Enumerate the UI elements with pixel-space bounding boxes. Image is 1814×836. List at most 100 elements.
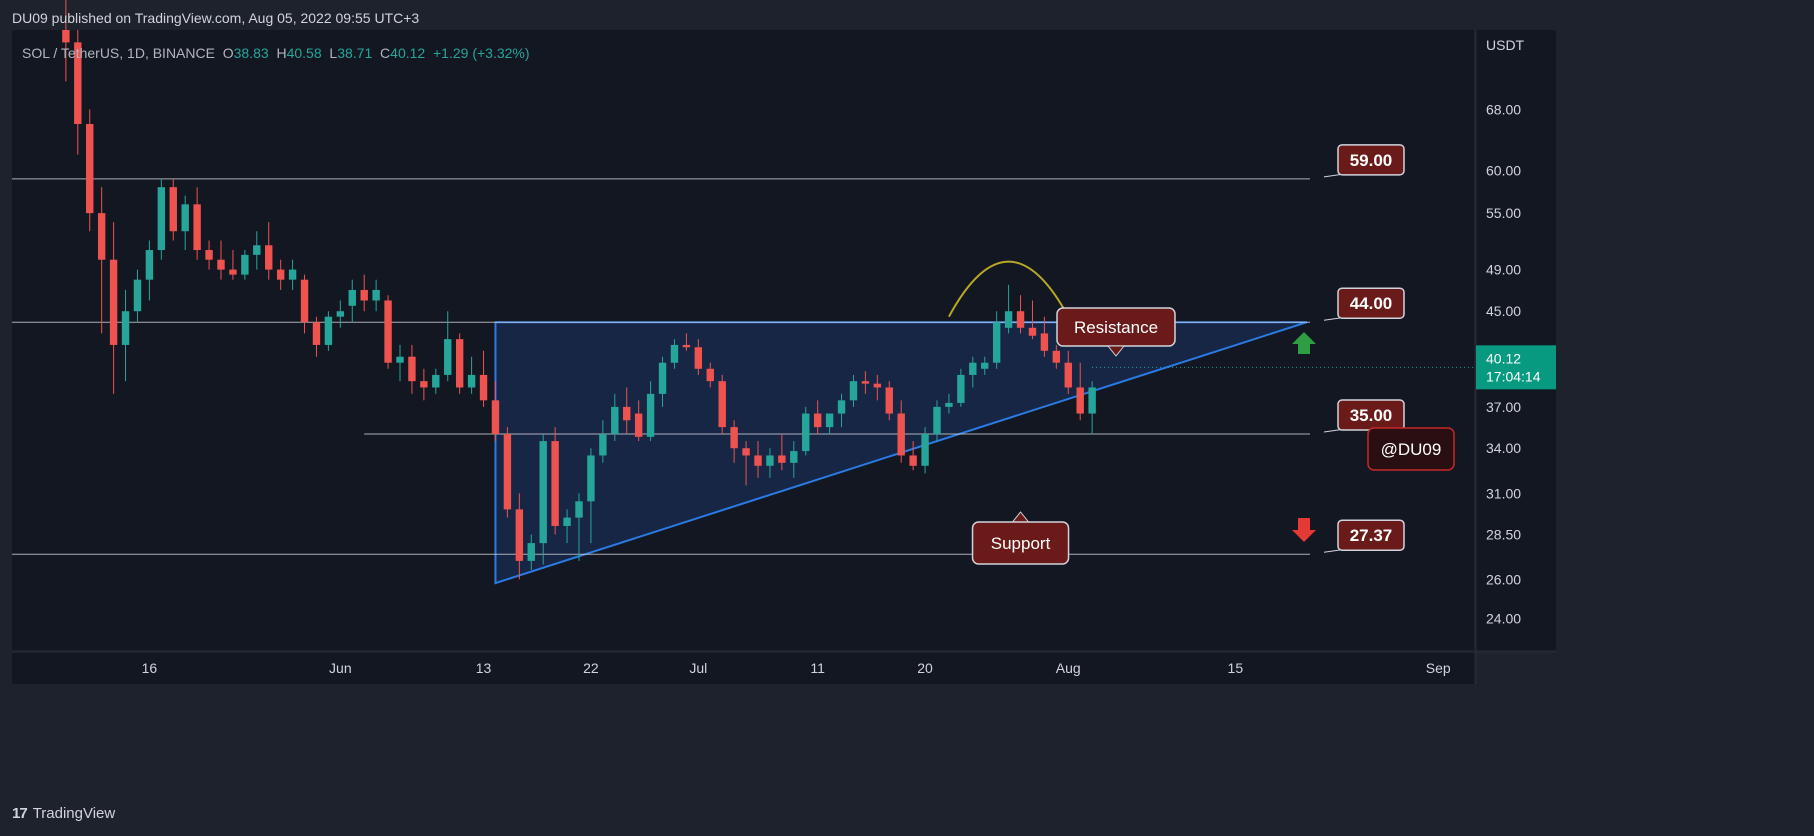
candle-body [169,187,177,232]
candle [109,222,118,394]
low-label: L [329,45,338,61]
candle-body [682,344,691,348]
candle-body [706,368,714,382]
price-tick-label: 24.00 [1486,610,1521,626]
candle-body [515,509,524,561]
candle [945,393,953,414]
candle-body [300,279,309,323]
candle [1040,316,1049,357]
candle [336,300,345,328]
candle [515,493,524,580]
candle [969,356,977,388]
candle-body [778,455,786,463]
candle [766,448,774,478]
close-value: 40.12 [390,45,426,61]
time-tick-label: Sep [1426,660,1451,676]
candle-body [837,400,846,414]
candle-body [133,279,142,312]
time-tick-label: Aug [1056,660,1081,676]
candle-body [957,374,965,403]
candle [241,250,249,280]
candle-body [265,245,273,270]
candle [217,240,225,280]
candle-body [730,427,738,449]
tradingview-logo-icon: 17 [12,805,28,822]
time-tick-label: 22 [583,660,599,676]
candle-body [1040,333,1049,351]
candle [420,368,428,401]
candle [503,427,512,518]
up-arrow-icon [1292,332,1316,354]
candle [408,344,416,394]
time-tick-label: 11 [810,660,825,676]
level-callout-text: 35.00 [1350,406,1393,425]
candle [1016,295,1025,334]
resistance-bubble-tail [1106,345,1126,357]
level-callout-text: 27.37 [1350,526,1393,545]
candle [432,368,440,394]
candle [348,279,356,323]
candle [981,356,989,375]
candle [539,434,547,565]
candle [825,413,834,435]
candle [97,187,106,334]
low-value: 38.71 [337,45,373,61]
candle [491,381,500,442]
candle [62,0,70,82]
candle-body [754,455,762,466]
candle-body [623,406,631,421]
candle-body [109,259,118,345]
candle [324,311,333,351]
candle-body [372,289,380,301]
current-price-value: 40.12 [1486,350,1521,366]
candle-body [1016,311,1025,328]
time-axis-background [12,652,1474,684]
candle [813,400,822,435]
candle-body [599,434,607,456]
candle [885,381,893,421]
candle-body [587,455,595,502]
current-price-tag [1476,345,1556,390]
candle [455,333,464,394]
candle [706,362,714,388]
price-axis-currency: USDT [1486,37,1525,53]
candle-body [611,406,619,435]
candle-body [74,42,82,125]
candle [121,289,130,382]
candle-body [969,362,977,375]
candle [754,441,762,478]
candle-body [503,434,512,510]
candle-body [861,381,870,384]
candle [74,30,82,155]
candle-body [62,30,70,43]
candle [873,374,882,401]
candle [372,279,380,312]
candle-body [217,259,225,270]
candle-body [909,455,917,466]
candle [861,371,870,394]
candle [1028,300,1037,340]
candle-body [563,517,571,526]
level-callout-text: 59.00 [1350,151,1393,170]
candle-body [396,356,404,363]
level-callout-text: 44.00 [1350,294,1393,313]
candle-body [193,204,201,251]
candle-body [432,374,440,388]
candle-body [539,441,547,544]
plot-background [12,30,1474,650]
price-tick-label: 55.00 [1486,205,1521,221]
tradingview-brand[interactable]: 17 TradingView [12,805,115,822]
open-value: 38.83 [233,45,269,61]
candle [790,441,798,478]
time-tick-label: 15 [1228,660,1244,676]
candle [957,368,965,407]
candle-body [849,381,858,401]
candle [479,350,488,407]
candle-body [945,402,953,407]
candle-body [157,187,166,251]
high-label: H [276,45,287,61]
candle-body [181,204,189,232]
down-arrow-icon [1292,518,1316,542]
time-tick-label: 16 [142,660,158,676]
